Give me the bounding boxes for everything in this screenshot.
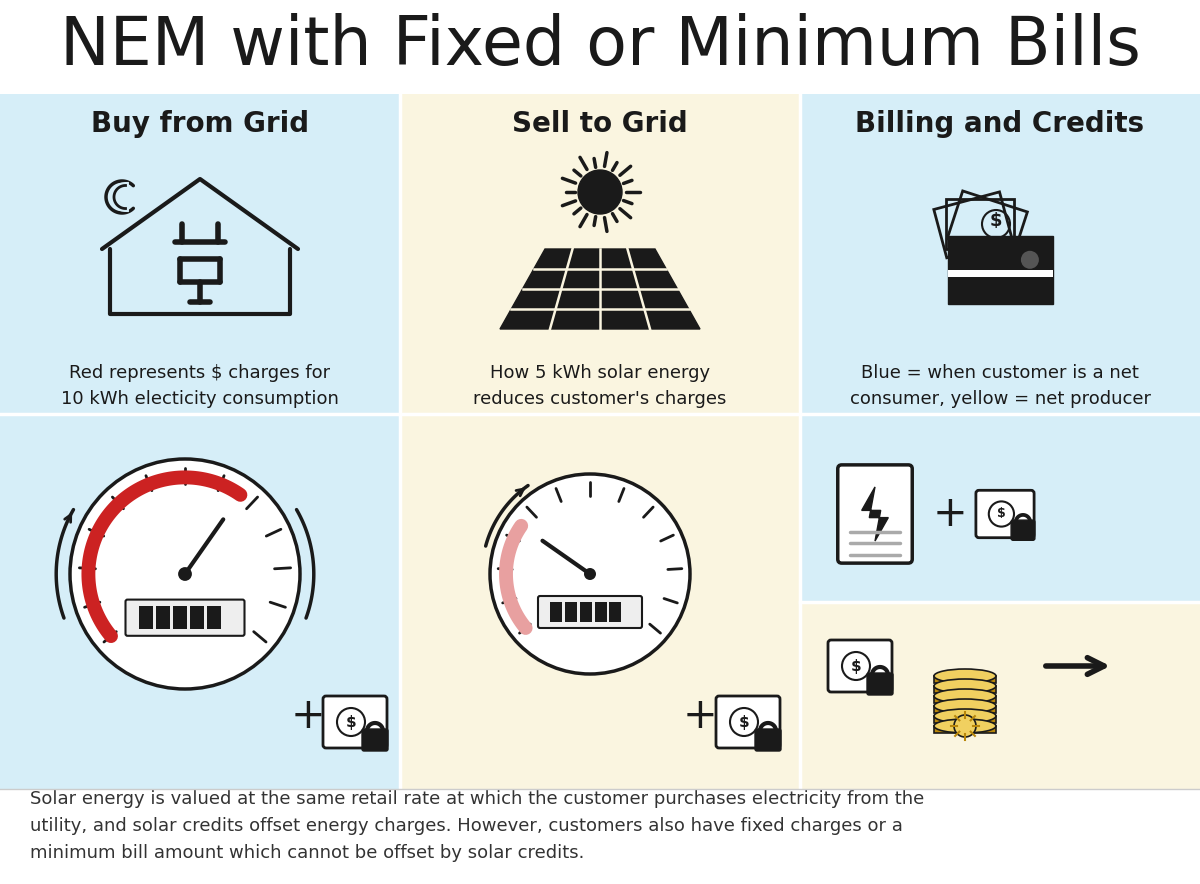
Text: $: $: [997, 507, 1006, 521]
Ellipse shape: [934, 689, 996, 703]
FancyBboxPatch shape: [976, 491, 1034, 537]
Bar: [934, 726, 996, 733]
FancyBboxPatch shape: [323, 696, 386, 748]
Ellipse shape: [934, 679, 996, 693]
Text: Blue = when customer is a net
consumer, yellow = net producer: Blue = when customer is a net consumer, …: [850, 364, 1151, 408]
Bar: [934, 676, 996, 683]
FancyBboxPatch shape: [362, 729, 388, 751]
Bar: [610, 602, 622, 621]
Bar: [800, 94, 1200, 414]
Text: $: $: [739, 714, 749, 729]
Circle shape: [1021, 251, 1039, 269]
FancyBboxPatch shape: [716, 696, 780, 748]
Text: Sell to Grid: Sell to Grid: [512, 110, 688, 138]
Bar: [800, 414, 1200, 602]
Bar: [948, 236, 1054, 304]
Text: +: +: [290, 695, 325, 737]
Bar: [0, 94, 400, 414]
FancyBboxPatch shape: [828, 640, 892, 692]
Circle shape: [584, 568, 596, 580]
Circle shape: [178, 568, 192, 581]
FancyBboxPatch shape: [866, 673, 893, 695]
Text: How 5 kWh solar energy
reduces customer's charges: How 5 kWh solar energy reduces customer'…: [473, 364, 727, 408]
FancyBboxPatch shape: [755, 729, 781, 751]
Bar: [594, 602, 607, 621]
Bar: [400, 94, 800, 414]
Text: $: $: [851, 659, 862, 674]
FancyBboxPatch shape: [538, 596, 642, 628]
Bar: [934, 716, 996, 723]
Text: Solar energy is valued at the same retail rate at which the customer purchases e: Solar energy is valued at the same retai…: [30, 790, 924, 862]
Bar: [800, 602, 1200, 789]
Bar: [948, 270, 1054, 277]
Text: Red represents $ charges for
10 kWh electicity consumption: Red represents $ charges for 10 kWh elec…: [61, 364, 338, 408]
Circle shape: [578, 170, 622, 214]
Polygon shape: [862, 487, 888, 541]
Text: $: $: [990, 212, 1002, 230]
Circle shape: [954, 715, 976, 737]
Circle shape: [490, 474, 690, 674]
Text: NEM with Fixed or Minimum Bills: NEM with Fixed or Minimum Bills: [60, 13, 1140, 79]
Bar: [173, 606, 187, 629]
Bar: [400, 414, 800, 789]
Text: +: +: [932, 493, 967, 535]
Ellipse shape: [934, 699, 996, 713]
Ellipse shape: [934, 709, 996, 723]
Ellipse shape: [934, 669, 996, 683]
Bar: [934, 706, 996, 713]
FancyBboxPatch shape: [838, 465, 912, 563]
Bar: [139, 606, 152, 629]
Bar: [190, 606, 204, 629]
Circle shape: [70, 459, 300, 689]
Text: +: +: [683, 695, 718, 737]
Bar: [565, 602, 577, 621]
Polygon shape: [500, 249, 700, 329]
Bar: [550, 602, 562, 621]
Text: Buy from Grid: Buy from Grid: [91, 110, 310, 138]
Text: $: $: [346, 714, 356, 729]
Ellipse shape: [934, 719, 996, 733]
Text: Billing and Credits: Billing and Credits: [856, 110, 1145, 138]
Bar: [208, 606, 221, 629]
Bar: [156, 606, 170, 629]
Bar: [580, 602, 592, 621]
FancyBboxPatch shape: [126, 599, 245, 636]
Bar: [0, 414, 400, 789]
Bar: [934, 686, 996, 693]
FancyBboxPatch shape: [1012, 520, 1034, 540]
Bar: [934, 696, 996, 703]
